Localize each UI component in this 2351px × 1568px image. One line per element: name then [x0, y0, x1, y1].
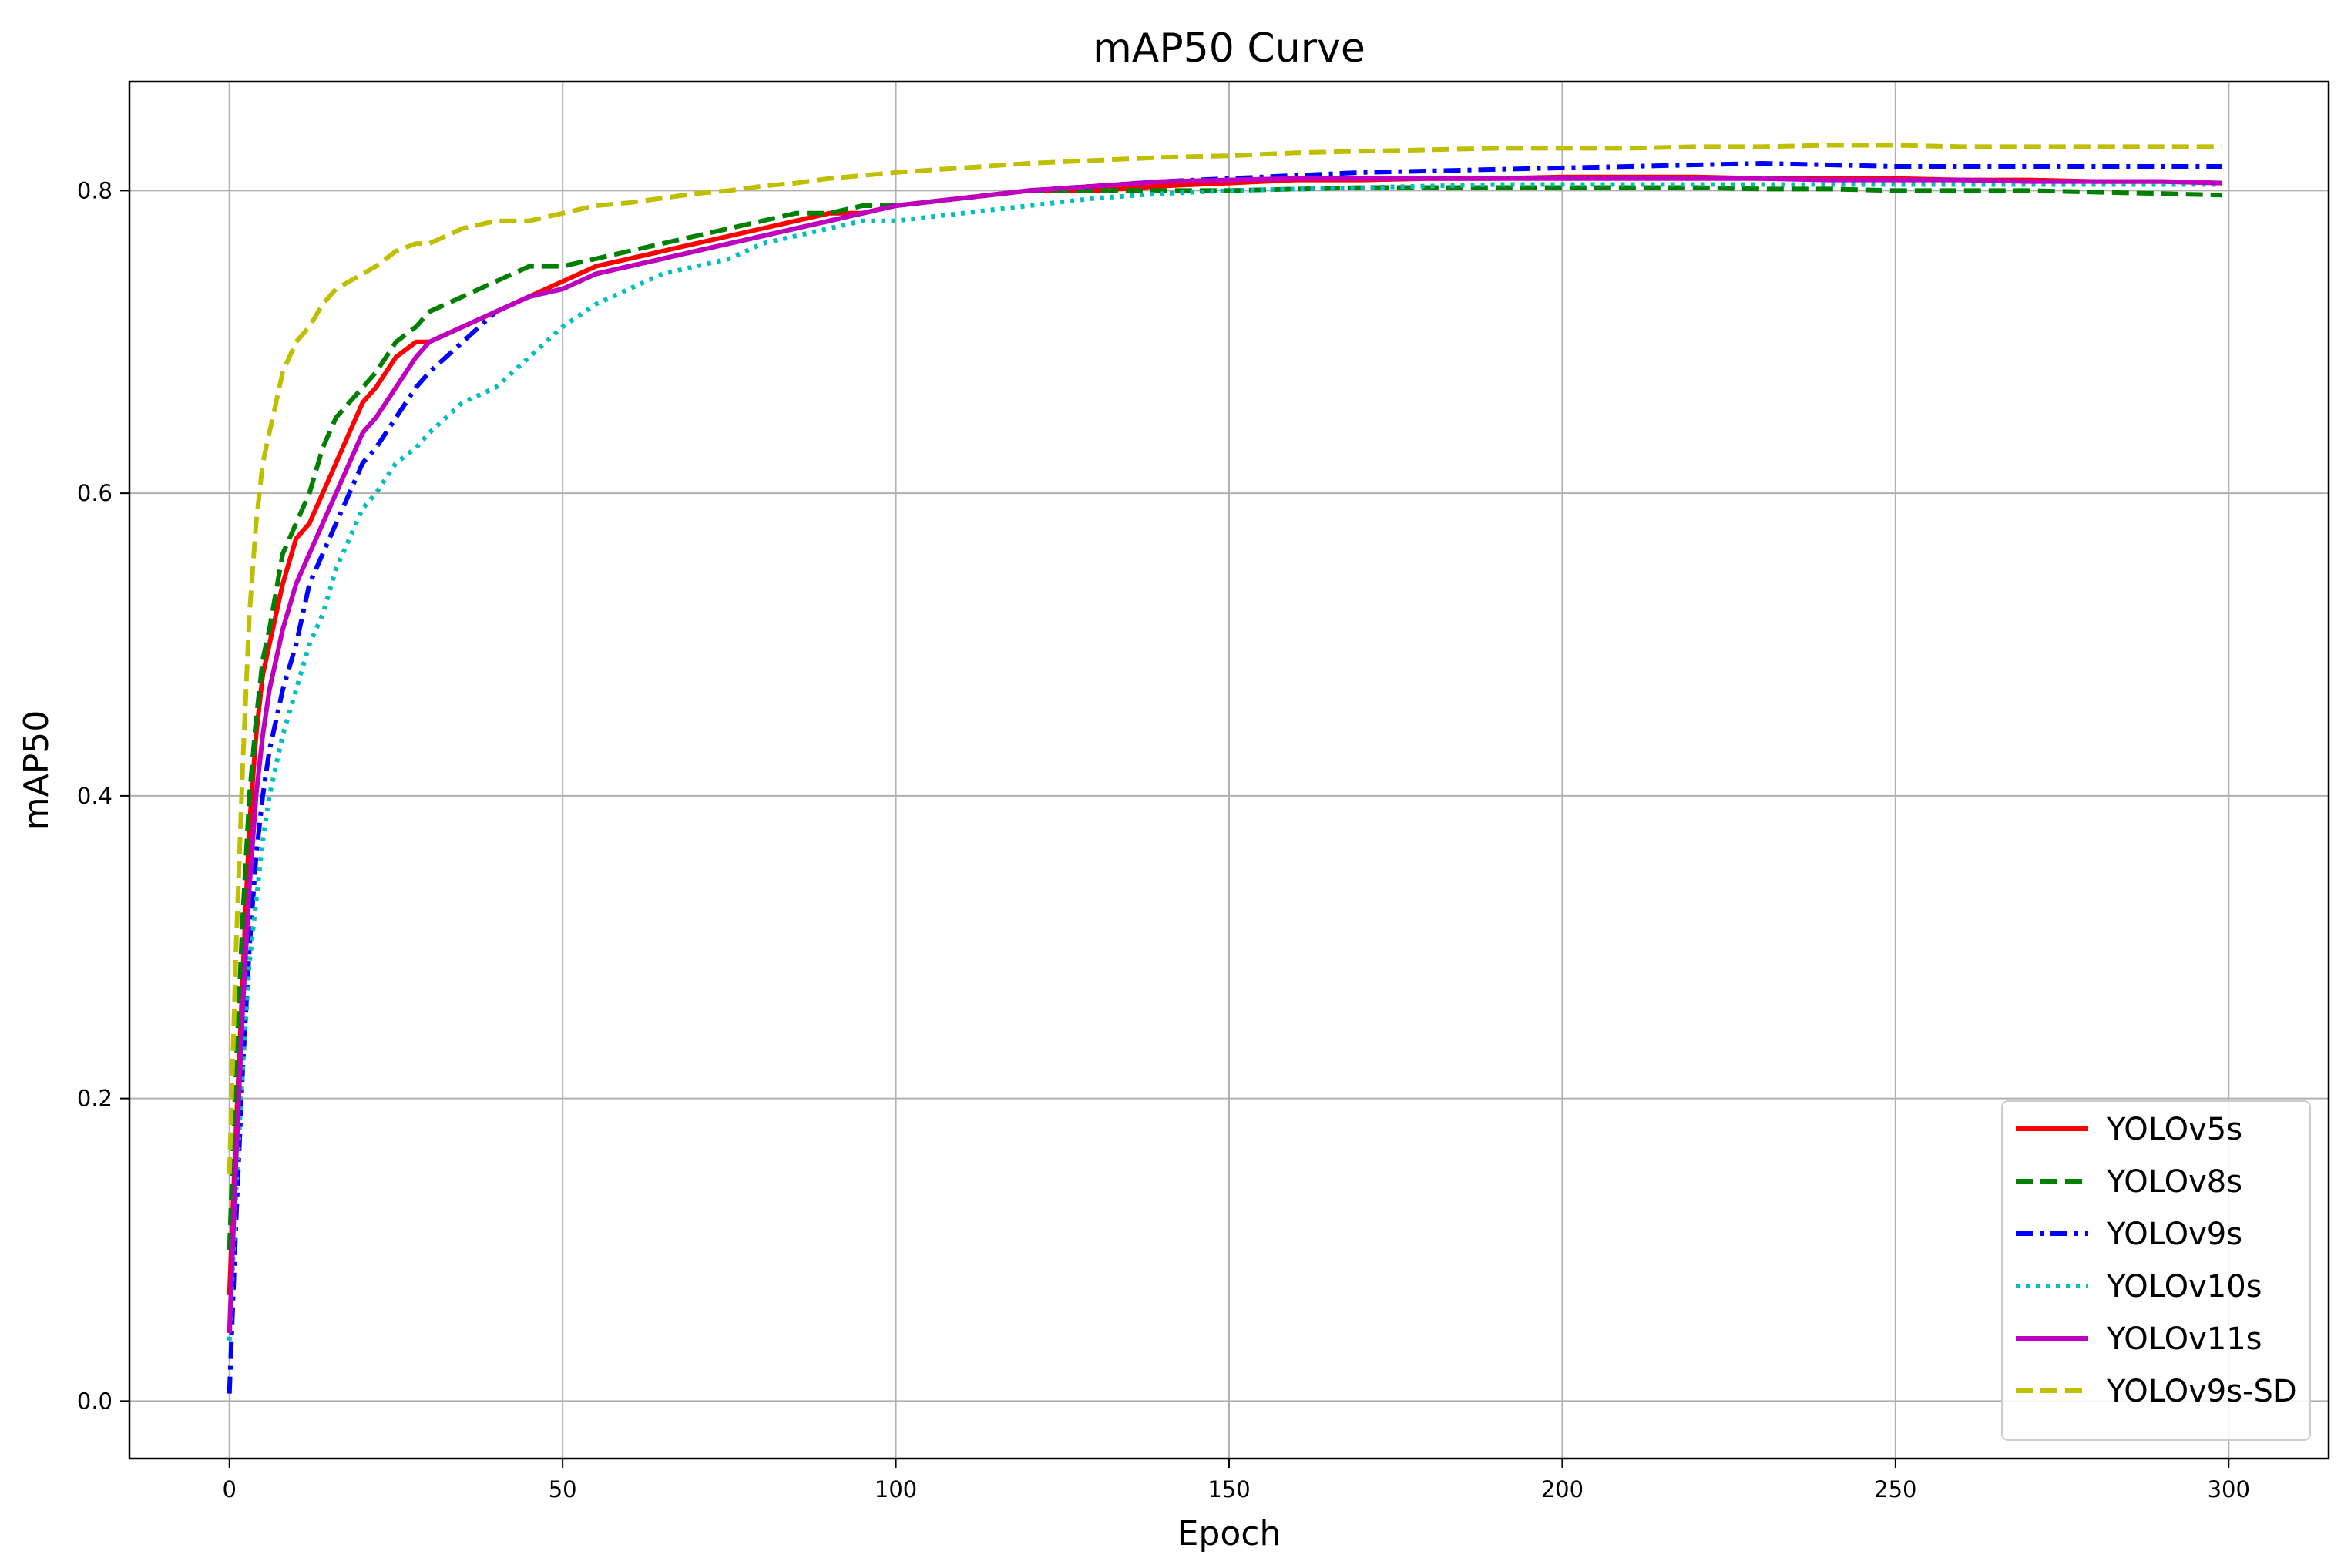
- x-tick-label: 100: [875, 1476, 917, 1503]
- x-tick-label: 0: [223, 1476, 237, 1503]
- series-layer: [227, 143, 2222, 1394]
- y-tick-label: 0.4: [77, 783, 113, 809]
- series-line-yolov8s: [227, 185, 2222, 1251]
- legend-box: [2001, 1100, 2311, 1441]
- series-line-yolov11s: [227, 176, 2222, 1334]
- chart-title: mAP50 Curve: [1093, 25, 1365, 72]
- legend: YOLOv5s YOLOv8s YOLOv9s YOLOv10s YOLOv11s YOL…: [2001, 1100, 2311, 1441]
- y-axis-label: mAP50: [17, 710, 56, 830]
- series-line-yolov10s: [227, 182, 2222, 1341]
- x-tick-label: 300: [2208, 1476, 2250, 1503]
- y-tick-label: 0.8: [77, 177, 113, 203]
- x-tick-label: 50: [549, 1476, 577, 1503]
- y-tick-label: 0.2: [77, 1086, 113, 1112]
- x-tick-label: 150: [1207, 1476, 1250, 1503]
- legend-label: YOLOv9s-SD: [2106, 1374, 2297, 1409]
- x-tick-label: 250: [1874, 1476, 1916, 1503]
- y-tick-label: 0.6: [77, 480, 113, 506]
- legend-label: YOLOv10s: [2106, 1269, 2262, 1304]
- x-axis-label: Epoch: [1177, 1514, 1281, 1553]
- grid-layer: [129, 82, 2329, 1459]
- series-line-yolov9s-sd: [227, 143, 2222, 1174]
- legend-label: YOLOv8s: [2106, 1164, 2242, 1200]
- legend-label: YOLOv11s: [2106, 1321, 2262, 1357]
- x-tick-label: 200: [1541, 1476, 1584, 1503]
- legend-label: YOLOv5s: [2106, 1112, 2242, 1147]
- legend-label: YOLOv9s: [2106, 1217, 2242, 1252]
- tick-layer: 0 50 100 150 200 250 300 0.0 0.2 0.4 0.6 0.8: [77, 177, 2250, 1503]
- y-tick-label: 0.0: [77, 1388, 113, 1414]
